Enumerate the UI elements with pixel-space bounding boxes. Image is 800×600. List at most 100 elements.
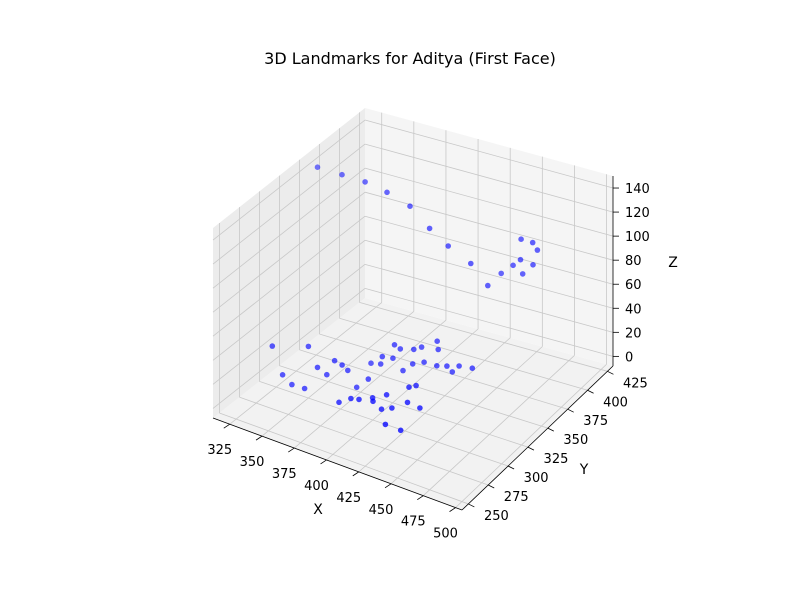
z-grid-left bbox=[212, 191, 366, 313]
scatter-point bbox=[362, 179, 368, 185]
scatter-point bbox=[445, 243, 452, 249]
scatter-point bbox=[382, 421, 389, 428]
z-axis-label: Z bbox=[668, 255, 678, 271]
x-tick-label: 475 bbox=[401, 515, 426, 530]
scatter-point bbox=[378, 406, 385, 413]
z-tick-label: 140 bbox=[625, 182, 650, 197]
scatter-point bbox=[519, 271, 526, 277]
scatter-point bbox=[404, 399, 411, 406]
z-grid-back bbox=[364, 263, 614, 333]
scatter-point bbox=[434, 338, 441, 345]
z-grid-left bbox=[212, 119, 366, 241]
x-tick bbox=[352, 471, 360, 477]
scatter-point bbox=[336, 399, 342, 406]
scatter-point bbox=[356, 396, 362, 403]
z-grid-left bbox=[212, 143, 366, 265]
scatter-point bbox=[397, 346, 404, 352]
y-tick bbox=[468, 503, 475, 508]
z-grid-back bbox=[364, 287, 614, 357]
y-tick bbox=[587, 389, 594, 394]
z-grid-left bbox=[212, 264, 366, 385]
scatter-point bbox=[365, 376, 372, 382]
scatter-point bbox=[314, 364, 321, 371]
y-tick-label: 300 bbox=[524, 471, 549, 486]
scatter-point bbox=[368, 360, 374, 367]
scatter-point bbox=[421, 359, 427, 366]
scatter-point bbox=[444, 363, 450, 369]
scatter-point bbox=[469, 365, 476, 372]
y-tick bbox=[607, 370, 614, 375]
scatter-point bbox=[434, 363, 440, 369]
y-tick-label: 400 bbox=[603, 395, 628, 410]
scatter-point bbox=[468, 260, 474, 267]
z-tick-label: 120 bbox=[625, 206, 650, 221]
x-tick-label: 450 bbox=[369, 503, 394, 518]
z-grid-left bbox=[212, 288, 366, 409]
scatter-point bbox=[389, 405, 395, 411]
z-tick-label: 100 bbox=[625, 230, 650, 245]
scatter-point bbox=[456, 363, 462, 369]
tick-labels: 3253503754004254504755002502753003253503… bbox=[207, 182, 649, 542]
scatter-point bbox=[400, 367, 406, 374]
y-tick-label: 425 bbox=[623, 376, 648, 391]
chart-title: 3D Landmarks for Aditya (First Face) bbox=[264, 49, 556, 68]
y-tick bbox=[567, 408, 574, 413]
left-pane bbox=[213, 108, 365, 418]
z-tick-label: 40 bbox=[625, 302, 642, 317]
scatter-point bbox=[345, 367, 351, 374]
scatter-point bbox=[331, 357, 338, 364]
y-axis-label: Y bbox=[579, 462, 589, 478]
x-tick bbox=[288, 447, 295, 453]
scatter-point bbox=[409, 361, 416, 367]
y-tick-label: 350 bbox=[563, 433, 588, 448]
z-tick-label: 0 bbox=[625, 350, 633, 365]
scatter-point bbox=[449, 369, 456, 375]
scatter-points bbox=[269, 164, 541, 434]
scatter-point bbox=[417, 405, 423, 411]
scatter-point bbox=[413, 382, 419, 389]
scatter-point bbox=[301, 385, 308, 392]
z-grid-back bbox=[364, 119, 614, 189]
x-tick bbox=[223, 423, 230, 429]
y-grid-floor bbox=[339, 317, 588, 391]
scatter-point bbox=[435, 346, 442, 353]
x-tick bbox=[417, 495, 424, 501]
y-grid-floor bbox=[319, 333, 568, 410]
y-grid-floor bbox=[239, 396, 489, 486]
x-tick bbox=[320, 459, 327, 465]
scatter-point bbox=[485, 282, 491, 289]
scatter-point bbox=[377, 361, 384, 367]
x-tick-label: 350 bbox=[240, 455, 265, 470]
axes-panes bbox=[213, 108, 613, 510]
x-tick-label: 325 bbox=[207, 443, 232, 458]
y-tick-label: 275 bbox=[504, 490, 529, 505]
scatter-point bbox=[383, 392, 390, 398]
z-grid-left bbox=[212, 215, 366, 337]
y-tick bbox=[507, 465, 515, 470]
z-tick-label: 80 bbox=[625, 254, 642, 269]
z-grid-back bbox=[364, 191, 614, 261]
z-tick-label: 60 bbox=[625, 278, 642, 293]
x-axis-label: X bbox=[313, 502, 323, 518]
y-grid-floor bbox=[359, 302, 608, 372]
y-tick bbox=[547, 427, 555, 432]
scatter-point bbox=[379, 353, 386, 360]
y-tick bbox=[488, 484, 495, 489]
floor-pane bbox=[213, 298, 613, 510]
scatter-point bbox=[314, 164, 321, 170]
z-grid-left bbox=[212, 167, 366, 289]
x-tick-label: 375 bbox=[272, 467, 297, 482]
x-tick bbox=[255, 435, 263, 441]
scatter-point bbox=[390, 355, 396, 362]
z-grid-left bbox=[212, 239, 366, 361]
scatter-point bbox=[498, 270, 505, 277]
scatter-point bbox=[517, 256, 524, 263]
z-grid-back bbox=[364, 215, 614, 285]
scatter-point bbox=[391, 342, 398, 348]
scatter-point bbox=[384, 189, 390, 196]
scatter-point bbox=[279, 372, 286, 378]
y-tick bbox=[527, 446, 535, 451]
y-tick-label: 375 bbox=[583, 414, 608, 429]
y-grid-floor bbox=[219, 412, 469, 505]
